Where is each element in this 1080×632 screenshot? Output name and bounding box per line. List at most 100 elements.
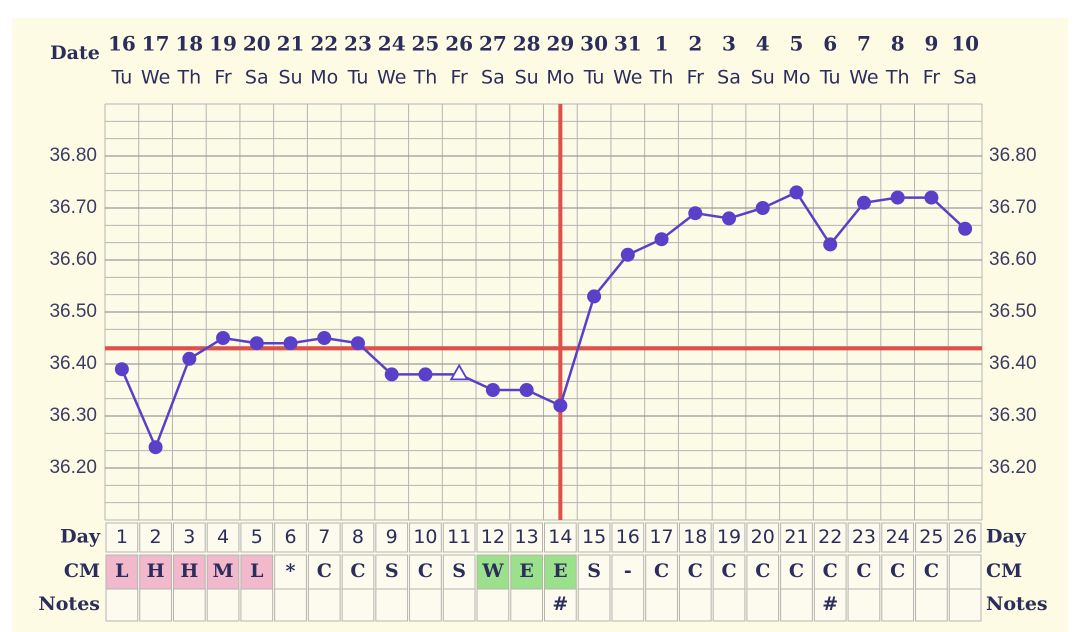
- day-number: 21: [784, 526, 808, 548]
- cm-code: -: [624, 560, 632, 582]
- cm-code: C: [418, 560, 433, 582]
- day-number: 25: [919, 526, 943, 548]
- date-label: 28: [513, 32, 541, 56]
- table-cell: [341, 554, 375, 590]
- weekday-label: Sa: [953, 67, 977, 89]
- cm-code: E: [553, 560, 567, 582]
- table-cell: [847, 554, 881, 590]
- cm-code: C: [789, 560, 804, 582]
- day-number: 7: [318, 526, 330, 548]
- table-cell: [476, 588, 510, 622]
- day-number: 9: [386, 526, 398, 548]
- table-cell: [139, 522, 172, 553]
- date-label: 6: [823, 32, 837, 56]
- cm-code: C: [688, 560, 703, 582]
- table-cell: [645, 554, 678, 590]
- point: [249, 336, 264, 351]
- table-cell: [510, 588, 543, 622]
- row-label-right: Notes: [986, 593, 1048, 615]
- date-label: 21: [277, 32, 305, 56]
- row-label-right: Day: [986, 526, 1027, 548]
- point: [317, 331, 332, 345]
- weekday-label: Sa: [481, 67, 505, 89]
- weekday-label: Tu: [347, 67, 369, 89]
- table-cell: [712, 522, 746, 553]
- row-label: Day: [60, 526, 101, 548]
- point: [654, 232, 669, 247]
- date-label: 26: [445, 32, 473, 56]
- table-cell: [240, 554, 274, 590]
- table-cell: [544, 554, 577, 590]
- weekday-label: Su: [751, 67, 775, 89]
- weekday-label: Fr: [687, 67, 705, 89]
- weekday-label: Fr: [923, 67, 941, 89]
- point: [823, 237, 838, 252]
- cm-code: S: [452, 560, 466, 582]
- point: [789, 185, 804, 200]
- y-tick-label: 36.60: [49, 249, 97, 270]
- table-cell: [105, 588, 139, 622]
- y-tick-label-right: 36.40: [989, 353, 1037, 374]
- date-label: 5: [790, 32, 804, 56]
- cm-code: C: [721, 560, 736, 582]
- date-label: 24: [378, 32, 406, 56]
- table-cell: [172, 554, 206, 590]
- table-cell: [645, 588, 678, 622]
- table-cell: [577, 588, 611, 622]
- cm-code: L: [250, 560, 263, 582]
- day-number: 17: [649, 526, 673, 548]
- table-cell: [274, 522, 307, 553]
- day-number: 1: [116, 526, 128, 548]
- date-label: 7: [857, 32, 871, 56]
- table-cell: [375, 522, 409, 553]
- cm-code: C: [823, 560, 838, 582]
- table-cell: [948, 588, 982, 622]
- y-tick-label: 36.40: [49, 353, 97, 374]
- point: [418, 367, 433, 382]
- cm-code: *: [286, 560, 296, 582]
- point: [722, 211, 737, 226]
- date-label: 29: [546, 32, 574, 56]
- table-cell: [105, 522, 139, 553]
- day-number: 20: [751, 526, 775, 548]
- y-tick-label-right: 36.70: [989, 197, 1037, 218]
- table-cell: [206, 588, 240, 622]
- note: #: [552, 593, 568, 615]
- table-cell: [409, 554, 442, 590]
- day-number: 24: [886, 526, 910, 548]
- y-tick-label-right: 36.20: [989, 457, 1037, 478]
- y-tick-label: 36.30: [49, 405, 97, 426]
- table-cell: [206, 522, 240, 553]
- table-cell: [307, 588, 341, 622]
- table-cell: [813, 522, 847, 553]
- point: [958, 221, 973, 236]
- cm-code: C: [890, 560, 905, 582]
- table-cell: [577, 522, 611, 553]
- day-number: 19: [717, 526, 741, 548]
- cm-code: S: [385, 560, 399, 582]
- cm-code: L: [115, 560, 128, 582]
- cm-code: E: [519, 560, 533, 582]
- point: [148, 440, 163, 455]
- table-cell: [881, 554, 915, 590]
- note: #: [822, 593, 838, 615]
- date-label: 8: [891, 32, 905, 56]
- weekday-label: Tu: [583, 67, 605, 89]
- date-label: 23: [344, 32, 372, 56]
- cm-code: H: [147, 560, 165, 582]
- weekday-label: Sa: [245, 67, 269, 89]
- point: [620, 247, 635, 262]
- table-cell: [813, 588, 847, 622]
- point: [384, 367, 399, 382]
- table-cell: [544, 522, 577, 553]
- y-tick-label: 36.20: [49, 457, 97, 478]
- table-cell: [915, 522, 948, 553]
- cm-code: C: [317, 560, 332, 582]
- point: [755, 201, 770, 215]
- table-cell: [678, 522, 712, 553]
- y-tick-label: 36.50: [49, 301, 97, 322]
- table-cell: [881, 522, 915, 553]
- table-cell: [476, 554, 510, 590]
